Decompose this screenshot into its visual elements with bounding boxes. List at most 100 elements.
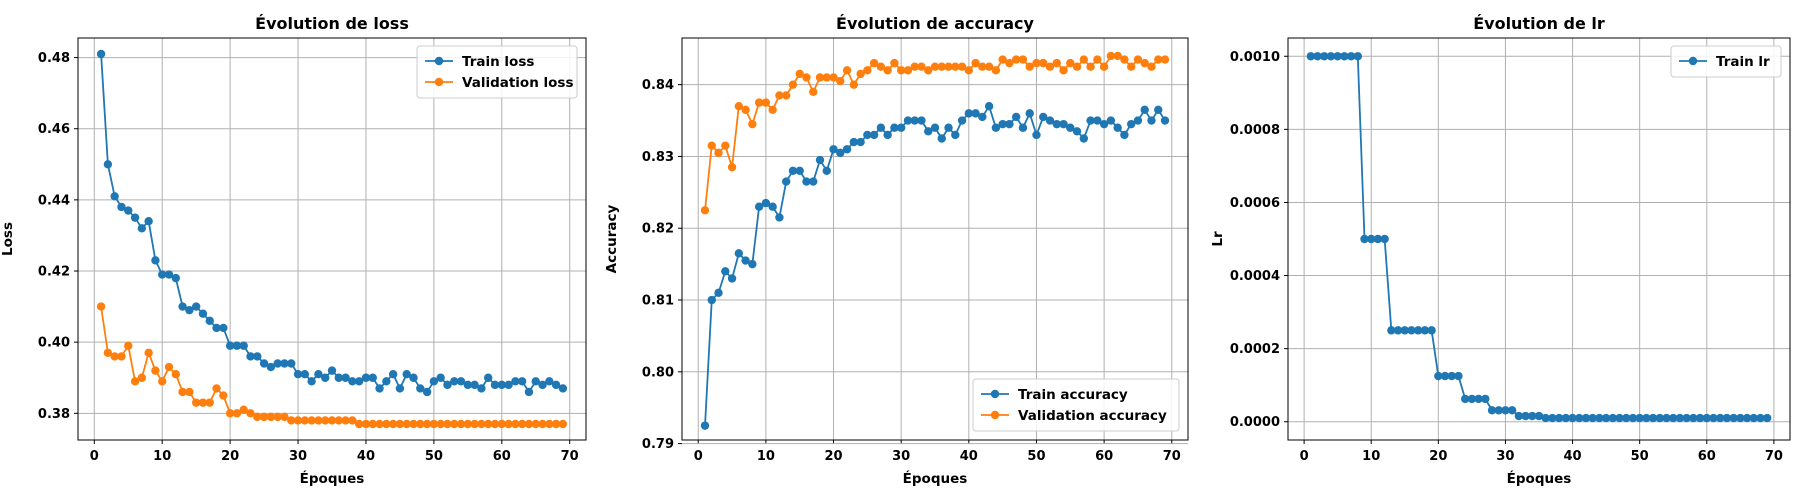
- data-point: [1648, 413, 1658, 423]
- data-point: [137, 224, 147, 233]
- data-point: [551, 419, 561, 429]
- data-point: [1554, 413, 1564, 423]
- data-point: [1662, 413, 1671, 423]
- data-point: [714, 288, 723, 298]
- data-point: [1494, 406, 1503, 415]
- data-point: [937, 62, 946, 71]
- data-point: [1113, 51, 1122, 61]
- data-point: [280, 412, 289, 422]
- data-point: [734, 102, 744, 111]
- data-point: [748, 259, 757, 269]
- data-point: [280, 359, 289, 368]
- data-point: [775, 213, 784, 222]
- data-point: [470, 380, 479, 390]
- data-point: [903, 116, 913, 125]
- data-point: [395, 419, 405, 429]
- data-point: [1628, 413, 1638, 423]
- y-axis-label: Loss: [0, 222, 16, 256]
- data-point: [1736, 413, 1745, 423]
- data-point: [1447, 371, 1456, 381]
- data-point: [856, 69, 865, 79]
- data-point: [1018, 123, 1028, 132]
- data-point: [314, 416, 323, 425]
- y-axis-label: Accuracy: [604, 204, 620, 273]
- y-tick-label: 0.0002: [1230, 342, 1280, 357]
- x-tick-label: 40: [960, 449, 978, 464]
- data-point: [937, 134, 946, 143]
- data-point: [876, 62, 886, 71]
- data-point: [287, 359, 296, 368]
- data-point: [409, 373, 418, 382]
- data-point: [1120, 130, 1129, 140]
- axes-frame: [681, 37, 1189, 441]
- data-point: [96, 302, 106, 311]
- data-point: [212, 384, 221, 393]
- data-point: [964, 66, 974, 75]
- data-point: [1481, 394, 1490, 404]
- data-point: [1079, 55, 1089, 64]
- data-point: [558, 419, 568, 429]
- y-tick-label: 0.0008: [1230, 123, 1280, 138]
- data-point: [1106, 51, 1116, 61]
- data-point: [1059, 66, 1068, 75]
- data-point: [314, 369, 323, 379]
- data-point: [775, 91, 784, 100]
- data-point: [1367, 234, 1376, 244]
- x-tick-label: 60: [493, 449, 511, 464]
- legend-marker: [990, 410, 1000, 420]
- x-tick-label: 0: [694, 449, 703, 464]
- x-axis-label: Époques: [903, 470, 968, 487]
- x-tick-label: 10: [1362, 449, 1380, 464]
- data-point: [1474, 394, 1483, 404]
- data-point: [164, 362, 174, 372]
- data-point: [1729, 413, 1738, 423]
- data-point: [863, 66, 872, 75]
- data-point: [395, 384, 405, 393]
- data-point: [273, 359, 282, 368]
- data-point: [497, 419, 506, 429]
- data-point: [971, 109, 980, 118]
- data-point: [1521, 411, 1530, 421]
- y-tick-label: 0.0010: [1230, 50, 1280, 65]
- data-point: [1595, 413, 1604, 423]
- data-point: [910, 62, 919, 71]
- data-point: [1099, 119, 1109, 129]
- data-point: [110, 352, 119, 361]
- data-point: [327, 416, 337, 425]
- x-tick-label: 50: [1631, 449, 1649, 464]
- data-point: [103, 348, 113, 358]
- data-point: [1011, 112, 1021, 122]
- data-point: [484, 419, 493, 429]
- data-point: [1581, 413, 1591, 423]
- data-point: [1353, 52, 1363, 61]
- data-point: [951, 62, 960, 71]
- data-point: [896, 66, 906, 75]
- data-point: [1669, 413, 1678, 423]
- data-point: [300, 369, 310, 379]
- data-point: [402, 419, 411, 429]
- data-point: [917, 116, 926, 125]
- data-point: [1025, 62, 1034, 71]
- data-point: [707, 141, 716, 150]
- data-point: [151, 256, 160, 265]
- data-point: [253, 352, 262, 361]
- data-point: [103, 160, 113, 169]
- data-point: [1052, 119, 1061, 129]
- data-point: [1541, 413, 1550, 423]
- data-point: [714, 148, 723, 158]
- data-point: [978, 62, 987, 71]
- data-point: [1400, 326, 1409, 335]
- data-point: [781, 177, 791, 186]
- legend-label: Train lr: [1716, 54, 1770, 70]
- data-point: [1716, 413, 1725, 423]
- data-point: [178, 387, 187, 397]
- data-point: [436, 419, 445, 429]
- data-point: [991, 66, 1001, 75]
- x-tick-label: 20: [1429, 449, 1447, 464]
- data-point: [327, 366, 337, 375]
- data-point: [964, 109, 974, 118]
- data-point: [754, 202, 764, 211]
- y-tick-label: 0.80: [642, 365, 674, 380]
- data-point: [795, 69, 804, 79]
- data-point: [1340, 52, 1349, 61]
